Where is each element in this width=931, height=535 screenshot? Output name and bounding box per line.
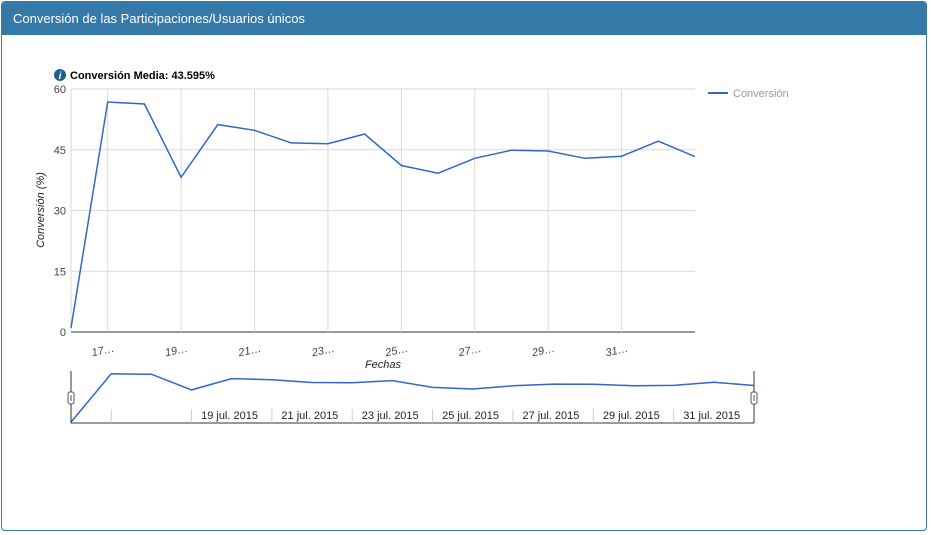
range-series-line [70, 373, 755, 423]
y-tick-label: 60 [54, 84, 66, 96]
average-conversion-label: Conversión Media: 43.595% [70, 70, 215, 82]
y-ticks: 0 15 30 45 60 [54, 84, 66, 339]
x-ticks: 17… 19… 21… 23… 25… 27… 29… 31… [90, 343, 629, 360]
range-tick-label: 23 jul. 2015 [362, 410, 419, 422]
x-tick-label: 25… [383, 343, 409, 360]
range-tick-label: 27 jul. 2015 [522, 410, 579, 422]
x-tick-label: 21… [236, 343, 262, 360]
range-tick-label: 25 jul. 2015 [442, 410, 499, 422]
series-line-conversion [70, 101, 696, 329]
plot-area [70, 101, 696, 329]
range-tick-label: 29 jul. 2015 [603, 410, 660, 422]
y-tick-label: 15 [54, 266, 66, 278]
conversion-chart: i Conversión Media: 43.595% Conversión (… [35, 69, 789, 424]
x-tick-label: 31… [604, 343, 629, 360]
y-axis-title: Conversión (%) [35, 172, 47, 248]
x-tick-label: 17… [90, 343, 115, 360]
range-tick-label: 19 jul. 2015 [201, 410, 258, 422]
svg-text:i: i [59, 71, 62, 82]
range-tick-label: 21 jul. 2015 [281, 410, 338, 422]
x-tick-label: 29… [530, 343, 556, 360]
x-tick-label: 23… [310, 343, 336, 360]
range-selector[interactable]: 19 jul. 2015 21 jul. 2015 23 jul. 2015 25 j… [67, 371, 758, 424]
y-tick-label: 30 [54, 206, 66, 218]
legend: Conversión [708, 88, 789, 100]
range-tick-label: 31 jul. 2015 [683, 410, 740, 422]
info-icon: i [54, 69, 66, 82]
panel-title: Conversión de las Participaciones/Usuari… [2, 2, 926, 35]
legend-entry: Conversión [733, 88, 789, 100]
x-axis-title: Fechas [365, 359, 402, 371]
y-tick-label: 45 [54, 145, 66, 157]
x-tick-label: 19… [164, 343, 189, 360]
x-tick-label: 27… [457, 343, 483, 360]
grid [70, 88, 695, 333]
y-tick-label: 0 [60, 327, 66, 339]
